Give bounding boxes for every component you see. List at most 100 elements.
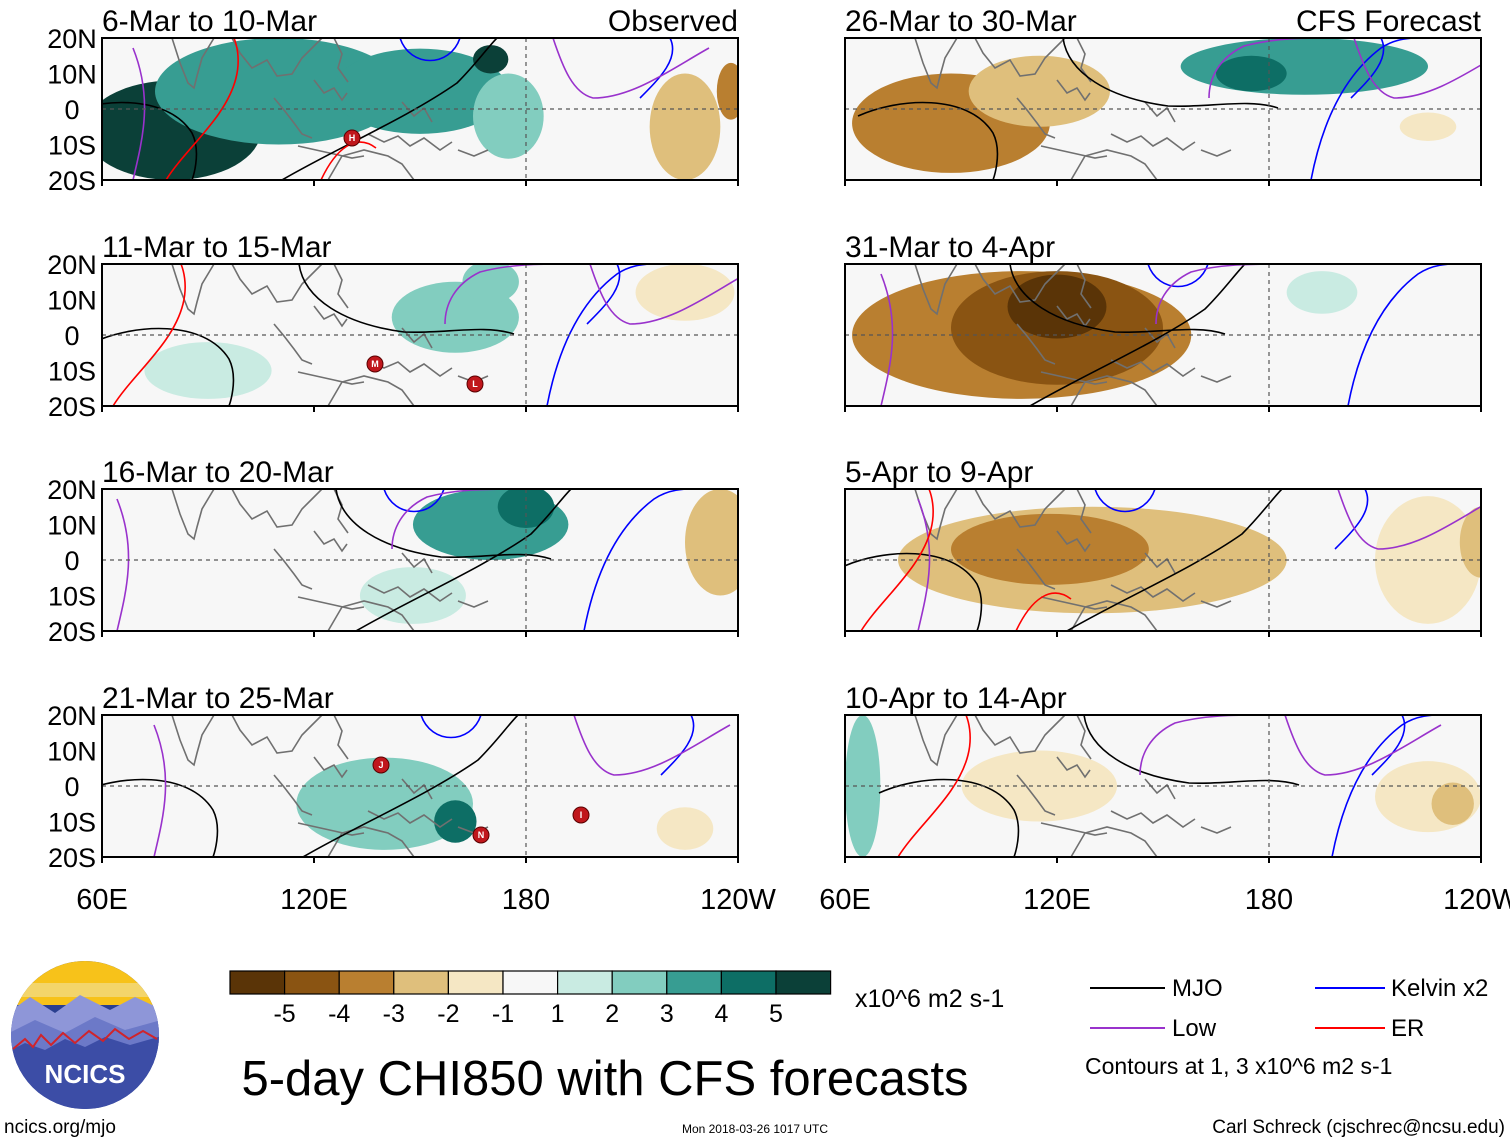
legend-label-er: ER xyxy=(1391,1015,1424,1042)
lat-label-1-1: 10N xyxy=(47,286,97,316)
panel-frame-5 xyxy=(844,263,1482,407)
coast-path-0-1 xyxy=(231,38,323,77)
coast-path-0-5 xyxy=(367,133,453,151)
colorbar-box-10 xyxy=(775,970,832,995)
contour-0-3-1 xyxy=(320,141,377,180)
panel-title-4: 26-Mar to 30-Mar xyxy=(845,5,1077,38)
colorbar-label-2: -3 xyxy=(383,1000,405,1028)
lat-label-2-2: 0 xyxy=(64,546,79,576)
lon-label-observed-0: 60E xyxy=(76,884,128,916)
lat-label-0-4: 20S xyxy=(48,166,96,196)
contour-0-1-0 xyxy=(399,38,461,62)
contour-0-3-0 xyxy=(165,38,239,180)
lon-label-observed-2: 180 xyxy=(502,884,550,916)
coast-path-1-0 xyxy=(171,264,215,316)
lat-label-0-3: 10S xyxy=(48,131,96,161)
contour-6-2-1 xyxy=(1337,489,1481,550)
contour-2-1-0 xyxy=(383,489,445,513)
coast-path-0-8 xyxy=(333,38,349,83)
timestamp: Mon 2018-03-26 1017 UTC xyxy=(682,1122,828,1136)
ncics-logo: NCICS xyxy=(11,961,159,1109)
panel-title-0: 6-Mar to 10-Mar xyxy=(102,5,317,38)
coast-path-4-7 xyxy=(1070,149,1158,180)
coast-path-0-2 xyxy=(273,97,313,139)
lon-label-forecast-1: 120E xyxy=(1023,884,1091,916)
colorbar-label-8: 4 xyxy=(714,1000,728,1028)
coast-path-5-5 xyxy=(1110,359,1196,377)
coast-path-6-9 xyxy=(1200,600,1232,608)
legend-label-mjo: MJO xyxy=(1172,975,1223,1002)
storm-marker-3-2: I xyxy=(572,806,590,824)
contour-5-2-2 xyxy=(880,273,894,406)
colorbar-label-3: -2 xyxy=(437,1000,459,1028)
coast-path-2-1 xyxy=(231,489,323,528)
anomaly-blob-3-1 xyxy=(434,800,477,843)
coast-path-2-9 xyxy=(457,600,489,608)
coast-path-2-2 xyxy=(273,548,313,590)
contour-0-2-2 xyxy=(132,47,146,180)
anomaly-blob-3-2 xyxy=(656,807,714,850)
panel-1: 11-Mar to 15-Mar M L 20N 10N 0 10S 20S xyxy=(47,231,739,422)
coast-path-2-7 xyxy=(327,600,415,631)
coast-path-5-0 xyxy=(914,264,958,316)
colorbar-label-0: -5 xyxy=(273,1000,295,1028)
panels-layer: 6-Mar to 10-Mar ObservedH20N10N010S20S11-… xyxy=(47,5,1482,873)
anomaly-blob-4-3 xyxy=(1216,55,1287,92)
colorbar-box-9 xyxy=(720,970,777,995)
anomaly-blob-4-2 xyxy=(1180,38,1428,95)
coast-path-7-8 xyxy=(1076,715,1092,760)
lat-label-2-3: 10S xyxy=(48,582,96,612)
lat-label-3-1: 10N xyxy=(47,737,97,767)
contour-4-1-2 xyxy=(1350,38,1385,99)
lat-label-3-3: 10S xyxy=(48,808,96,838)
coast-path-7-1 xyxy=(974,715,1066,754)
colorbar-box-8 xyxy=(666,970,722,995)
contour-5-0-1 xyxy=(1029,264,1246,406)
x-axis-labels: 60E 120E 180 120W 60E 120E 180 120W xyxy=(76,884,1510,916)
anomaly-blob-6-1 xyxy=(951,513,1149,585)
contour-1-1-2 xyxy=(586,264,621,325)
coast-path-0-9 xyxy=(457,149,489,157)
contour-1-2-1 xyxy=(589,264,738,325)
colorbar-label-1: -4 xyxy=(328,1000,350,1028)
coast-path-3-5 xyxy=(367,810,453,828)
panel-frame-0 xyxy=(101,37,739,181)
lon-label-observed-1: 120E xyxy=(280,884,348,916)
storm-marker-1-1: L xyxy=(466,375,484,393)
coastline-5 xyxy=(914,264,1232,406)
coast-path-5-9 xyxy=(1200,375,1232,383)
contour-5-0-2 xyxy=(1009,264,1226,335)
colorbar-label-9: 5 xyxy=(769,1000,783,1028)
panel-3: 21-Mar to 25-Mar J N I 20N 10N 0 10S 20S xyxy=(47,682,739,873)
colorbar-box-2 xyxy=(338,970,395,995)
anomaly-blob-4-4 xyxy=(1399,112,1457,141)
contour-2-2-2 xyxy=(116,498,130,631)
lat-label-1-2: 0 xyxy=(64,321,79,351)
lat-label-2-0: 20N xyxy=(47,475,97,505)
lat-label-3-4: 20S xyxy=(48,843,96,873)
legend: MJO Kelvin x2 Low ER Contours at 1, 3 x1… xyxy=(1085,975,1488,1079)
storm-marker-3-1: N xyxy=(472,826,490,844)
contour-0-0-1 xyxy=(281,38,498,180)
lat-label-2-4: 20S xyxy=(48,617,96,647)
storm-label-0-0: H xyxy=(349,133,356,143)
colorbar-label-6: 2 xyxy=(605,1000,619,1028)
coast-path-4-2 xyxy=(1016,97,1056,139)
coast-path-1-8 xyxy=(333,264,349,309)
lat-label-3-2: 0 xyxy=(64,772,79,802)
contour-0-0-0 xyxy=(102,101,198,180)
contour-3-0-0 xyxy=(102,778,219,857)
contour-6-1-2 xyxy=(1334,489,1369,550)
site-link[interactable]: ncics.org/mjo xyxy=(4,1117,116,1138)
panel-title-6: 5-Apr to 9-Apr xyxy=(845,456,1033,489)
panel-title-7: 10-Apr to 14-Apr xyxy=(845,682,1067,715)
coast-path-1-4 xyxy=(297,371,365,385)
anomaly-blob-4-1 xyxy=(968,55,1110,127)
panel-0: 6-Mar to 10-Mar Observed H 20N 10N 0 10S 20S xyxy=(47,5,739,196)
coast-path-4-5 xyxy=(1110,133,1196,151)
panel-frame-4 xyxy=(844,37,1482,181)
contour-1-0-2 xyxy=(298,264,515,335)
legend-note: Contours at 1, 3 x10^6 m2 s-1 xyxy=(1085,1053,1392,1079)
